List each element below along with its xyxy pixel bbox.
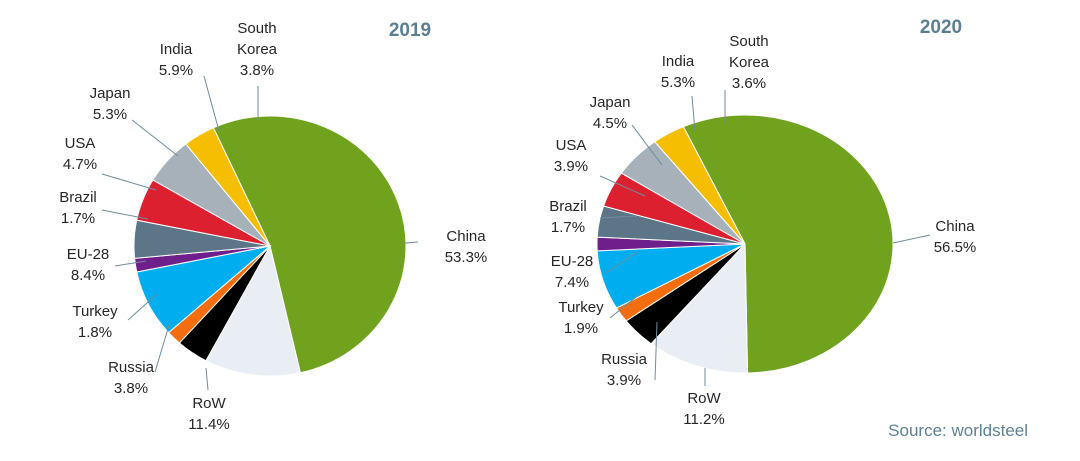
data-label-china-2019: China 53.3% xyxy=(445,228,488,266)
leader-line-russia-2020 xyxy=(654,321,658,381)
data-label-usa-2019: USA 4.7% xyxy=(63,135,97,173)
leader-line-brazil-2019 xyxy=(101,209,149,220)
leader-line-japan-2020 xyxy=(631,124,663,166)
leader-line-japan-2019 xyxy=(131,119,179,157)
data-label-eu-28-2020: EU-28 7.4% xyxy=(551,253,594,291)
data-label-japan-2020: Japan 4.5% xyxy=(590,94,631,132)
data-label-south-korea-2019: South Korea 3.8% xyxy=(237,20,278,79)
leader-line-china-2020 xyxy=(892,234,931,244)
chart-title-2019: 2019 xyxy=(389,20,431,41)
leader-line-turkey-2020 xyxy=(609,293,641,319)
pie-slice-row-2019 xyxy=(205,244,301,377)
leader-line-india-2019 xyxy=(203,75,220,132)
data-label-eu-28-2019: EU-28 8.4% xyxy=(67,246,110,284)
leader-line-usa-2020 xyxy=(599,175,646,197)
data-label-russia-2020: Russia 3.9% xyxy=(601,351,648,389)
pie-slice-china-2020 xyxy=(682,114,894,374)
leader-line-eu-28-2020 xyxy=(605,251,638,274)
source-note: Source: worldsteel xyxy=(888,421,1028,440)
data-label-turkey-2020: Turkey 1.9% xyxy=(558,299,604,337)
data-label-row-2020: RoW 11.2% xyxy=(683,390,724,428)
data-label-row-2019: RoW 11.4% xyxy=(188,395,229,433)
pie-slice-south-korea-2020 xyxy=(654,126,746,245)
data-label-india-2019: India 5.9% xyxy=(159,41,193,79)
data-label-turkey-2019: Turkey 1.8% xyxy=(72,303,118,341)
leader-line-turkey-2019 xyxy=(127,293,158,321)
data-label-india-2020: India 5.3% xyxy=(661,53,695,91)
leader-line-china-2019 xyxy=(404,241,419,244)
data-label-usa-2020: USA 3.9% xyxy=(554,137,588,175)
leader-line-india-2020 xyxy=(691,95,696,133)
leader-line-row-2019 xyxy=(205,367,209,391)
leader-line-usa-2019 xyxy=(101,173,157,191)
data-label-brazil-2020: Brazil 1.7% xyxy=(549,198,587,236)
data-label-china-2020: China 56.5% xyxy=(934,218,977,256)
pie-slice-china-2019 xyxy=(212,115,407,374)
data-label-brazil-2019: Brazil 1.7% xyxy=(59,189,97,227)
leader-line-russia-2019 xyxy=(154,321,171,373)
data-label-south-korea-2020: South Korea 3.6% xyxy=(729,33,770,92)
pie-chart-2020: China 56.5% RoW 11.2% Russia 3.9% Turkey 1.9% EU… xyxy=(549,17,976,428)
data-label-japan-2019: Japan 5.3% xyxy=(90,85,131,123)
chart-title-2020: 2020 xyxy=(920,17,962,38)
data-label-russia-2019: Russia 3.8% xyxy=(108,359,155,397)
pie-slice-row-2020 xyxy=(650,242,749,374)
pie-chart-2019: China 53.3% RoW 11.4% Russia 3.8% Turkey 1.8% EU… xyxy=(59,20,487,433)
leader-line-eu-28-2019 xyxy=(114,260,147,267)
pie-slice-south-korea-2019 xyxy=(185,127,271,247)
leader-line-brazil-2020 xyxy=(599,215,638,219)
